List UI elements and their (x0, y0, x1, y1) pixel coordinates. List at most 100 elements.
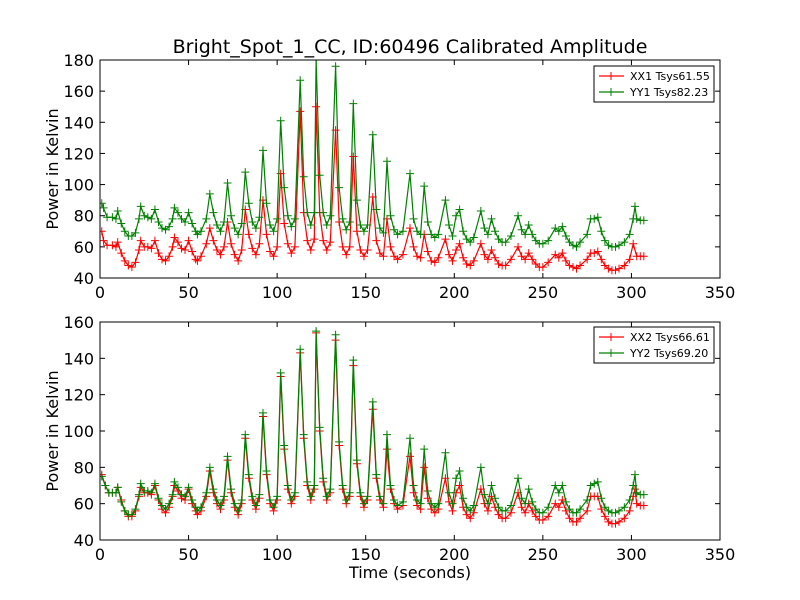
data-point (356, 221, 365, 230)
data-point (393, 230, 402, 239)
data-point (359, 252, 368, 261)
data-point (335, 437, 344, 446)
x-tick-label: 300 (616, 545, 647, 564)
data-point (501, 514, 510, 523)
data-point (108, 241, 117, 250)
data-point (150, 205, 159, 214)
data-point (487, 481, 496, 490)
data-point (326, 211, 335, 220)
data-point (184, 236, 193, 245)
data-point (136, 236, 145, 245)
data-point (632, 499, 641, 508)
y-tick-label: 140 (63, 113, 94, 132)
data-point (469, 501, 478, 510)
data-point (558, 249, 567, 258)
data-point (165, 252, 174, 261)
data-point (147, 214, 156, 223)
legend: XX2 Tsys66.61 YY2 Tsys69.20 (593, 326, 715, 364)
legend-label: XX1 Tsys61.55 (630, 70, 710, 83)
data-point (234, 230, 243, 239)
data-point (230, 224, 239, 233)
data-point (248, 217, 257, 226)
data-point (600, 236, 609, 245)
data-point (202, 488, 211, 497)
data-point (326, 485, 335, 494)
data-point (168, 490, 177, 499)
x-tick-label: 50 (178, 545, 198, 564)
data-point (303, 208, 312, 217)
data-point (290, 488, 299, 497)
data-point (469, 256, 478, 265)
data-point (455, 239, 464, 248)
data-point (386, 242, 395, 251)
data-point (466, 261, 475, 270)
data-point (593, 247, 602, 256)
data-point (315, 423, 324, 432)
data-point (113, 238, 122, 247)
series-yy (100, 327, 648, 519)
data-point (455, 205, 464, 214)
data-point (303, 477, 312, 486)
data-point (276, 368, 285, 377)
data-point (111, 214, 120, 223)
data-point (521, 255, 530, 264)
data-point (161, 256, 170, 265)
legend-marker (607, 333, 615, 341)
data-point (209, 485, 218, 494)
data-point (462, 510, 471, 519)
data-point (615, 241, 624, 250)
data-point (615, 506, 624, 515)
y-tick-label: 80 (74, 207, 94, 226)
data-point (266, 496, 275, 505)
data-point (158, 224, 166, 233)
data-point (466, 506, 475, 515)
data-point (170, 477, 179, 486)
data-point (487, 214, 496, 223)
data-point (398, 497, 407, 506)
x-tick-label: 50 (178, 283, 198, 302)
data-point (494, 510, 503, 519)
data-point (193, 256, 202, 265)
data-point (352, 196, 361, 205)
data-point (120, 256, 129, 265)
data-point (506, 231, 515, 240)
data-point (223, 452, 232, 461)
data-point (483, 499, 492, 508)
data-point (455, 481, 464, 490)
data-point (143, 242, 152, 251)
data-point (382, 430, 391, 439)
data-point (576, 505, 585, 514)
data-point (165, 222, 174, 231)
data-point (255, 239, 264, 248)
data-point (349, 356, 358, 365)
data-point (455, 466, 464, 475)
data-point (528, 255, 537, 264)
data-point (423, 217, 432, 226)
data-point (494, 503, 503, 512)
data-point (262, 199, 271, 208)
data-point (140, 211, 149, 220)
data-point (375, 224, 384, 233)
data-point (375, 492, 384, 501)
data-point (551, 481, 560, 490)
data-point (538, 263, 547, 272)
data-point (319, 208, 328, 217)
data-point (345, 242, 354, 251)
data-point (416, 499, 425, 508)
data-point (379, 252, 388, 261)
data-point (538, 239, 547, 248)
data-point (212, 245, 221, 254)
data-point (506, 255, 515, 264)
data-point (386, 211, 395, 220)
data-point (193, 506, 202, 515)
data-point (322, 221, 331, 230)
data-point (258, 146, 267, 155)
data-point (266, 247, 275, 256)
data-point (262, 230, 271, 239)
data-point (363, 492, 372, 501)
legend-label: XX2 Tsys66.61 (630, 331, 710, 344)
data-point (551, 499, 560, 508)
data-point (416, 230, 425, 239)
data-point (372, 205, 381, 214)
data-point (191, 255, 200, 264)
